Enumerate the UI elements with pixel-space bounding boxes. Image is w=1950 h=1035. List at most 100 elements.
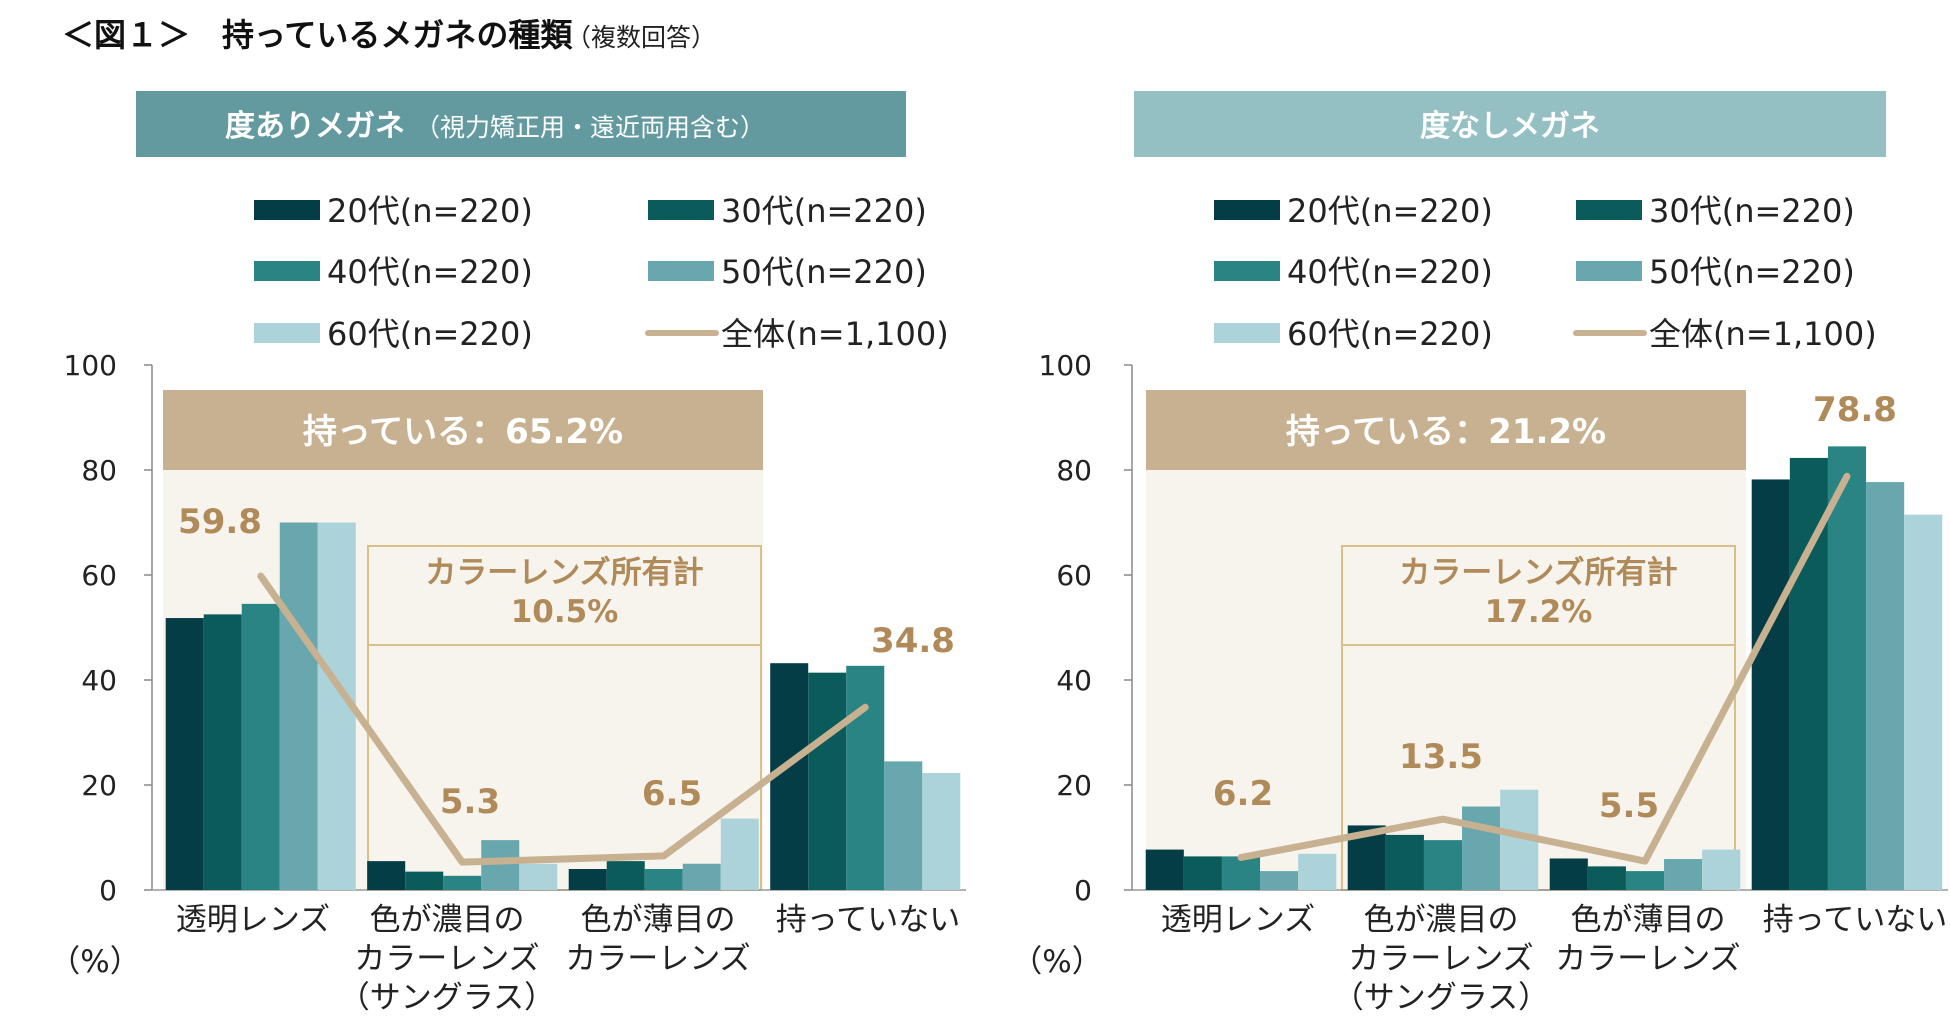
category-label: 透明レンズ: [176, 902, 330, 938]
category-label: （サングラス）: [339, 980, 555, 1016]
legend-swatch: [648, 200, 714, 220]
bar: [846, 665, 885, 890]
bar: [481, 840, 520, 890]
category-label: 色が薄目の: [581, 902, 736, 938]
legend-swatch: [1214, 323, 1280, 343]
legend-label: 60代(n=220): [327, 315, 533, 353]
panel-title: 度なしメガネ: [1420, 109, 1600, 144]
ownership-banner-text: 持っている：65.2%: [303, 412, 623, 452]
total-data-label: 59.8: [178, 502, 262, 542]
category-label: カラーレンズ: [565, 941, 750, 977]
bar: [1385, 834, 1424, 890]
panel-header: [136, 91, 906, 157]
bar: [808, 672, 847, 890]
legend-label: 30代(n=220): [721, 192, 927, 230]
bar: [1664, 859, 1703, 890]
bar: [1423, 840, 1463, 890]
bar: [443, 875, 482, 890]
bar: [1145, 849, 1184, 890]
legend-swatch: [254, 323, 320, 343]
y-tick-label: 80: [81, 454, 117, 487]
total-line: [1237, 472, 1851, 865]
legend-label: 全体(n=1,100): [1649, 315, 1877, 353]
legend-swatch: [254, 200, 320, 220]
panel-subtitle: （視力矯正用・遠近両用含む）: [415, 113, 765, 142]
bar: [1587, 866, 1626, 890]
category-label: カラーレンズ: [1555, 941, 1740, 977]
ownership-banner-text: 持っている：21.2%: [1286, 412, 1606, 452]
panel-prescription-glasses: 度ありメガネ （視力矯正用・遠近両用含む） 20代(n=220) 30代(n=220)…: [49, 91, 966, 1016]
bar: [1702, 849, 1741, 890]
bar: [203, 614, 242, 890]
bar: [1827, 446, 1867, 890]
color-lens-box-label: カラーレンズ所有計: [425, 555, 703, 591]
y-tick-label: 100: [64, 349, 117, 382]
bar: [1183, 856, 1222, 890]
bar: [922, 772, 961, 890]
ownership-banner: [1146, 390, 1746, 470]
panel-non-prescription-glasses: 度なしメガネ 20代(n=220) 30代(n=220) 40代(n=220) 50代(…: [1011, 91, 1948, 1016]
total-data-label: 34.8: [871, 621, 955, 661]
y-tick-label: 60: [1056, 559, 1092, 592]
bar: [1549, 858, 1588, 890]
ownership-highlight-area: [1146, 470, 1746, 890]
bar: [1751, 479, 1790, 890]
category-label: 持っていない: [776, 902, 960, 938]
figure-subtitle: （複数回答）: [566, 23, 716, 52]
panel-title: 度ありメガネ: [225, 109, 405, 144]
bar: [405, 871, 444, 890]
total-data-label: 6.2: [1213, 774, 1273, 814]
bar: [1298, 853, 1337, 890]
bar: [165, 618, 204, 890]
legend-swatch: [1576, 200, 1642, 220]
y-axis-unit: （%）: [1011, 944, 1102, 980]
legend-label: 30代(n=220): [1649, 192, 1855, 230]
y-tick-label: 0: [1074, 874, 1092, 907]
legend-label: 20代(n=220): [327, 192, 533, 230]
y-tick-label: 40: [81, 664, 117, 697]
legend-label: 50代(n=220): [721, 253, 927, 291]
bar: [682, 863, 721, 890]
legend-label: 50代(n=220): [1649, 253, 1855, 291]
total-data-label: 78.8: [1813, 390, 1897, 430]
bar: [1625, 871, 1665, 890]
category-label: 色が濃目の: [1364, 902, 1519, 938]
y-tick-label: 80: [1056, 454, 1092, 487]
y-tick-label: 20: [81, 769, 117, 802]
y-tick-label: 100: [1039, 349, 1092, 382]
total-line: [257, 572, 869, 866]
ownership-banner: [163, 390, 763, 470]
category-label: カラーレンズ: [1348, 941, 1533, 977]
legend-label: 40代(n=220): [327, 253, 533, 291]
category-label: 透明レンズ: [1161, 902, 1315, 938]
bar: [884, 761, 923, 890]
bar: [644, 869, 683, 890]
category-label: 色が濃目の: [370, 902, 525, 938]
total-data-label: 5.3: [440, 782, 500, 822]
legend-label: 20代(n=220): [1287, 192, 1493, 230]
y-tick-label: 0: [99, 874, 117, 907]
legend-label: 全体(n=1,100): [721, 315, 949, 353]
total-data-label: 13.5: [1399, 737, 1483, 777]
bar: [720, 818, 759, 890]
category-label: （サングラス）: [1333, 980, 1549, 1016]
bar: [279, 522, 318, 890]
y-tick-label: 20: [1056, 769, 1092, 802]
color-lens-box-value: 17.2%: [1485, 594, 1593, 630]
color-lens-box-label: カラーレンズ所有計: [1399, 555, 1677, 591]
y-axis-unit: （%）: [49, 944, 140, 980]
legend-swatch: [1214, 200, 1280, 220]
bar: [1904, 514, 1943, 890]
total-data-label: 5.5: [1599, 786, 1659, 826]
bar: [1462, 806, 1501, 890]
legend-swatch: [254, 261, 320, 281]
legend-swatch: [1576, 261, 1642, 281]
legend-swatch: [1214, 261, 1280, 281]
category-label: カラーレンズ: [354, 941, 539, 977]
panel-header: [1134, 91, 1886, 157]
bar: [568, 869, 607, 890]
category-label: 持っていない: [1763, 902, 1947, 938]
legend-label: 40代(n=220): [1287, 253, 1493, 291]
total-data-label: 6.5: [642, 774, 702, 814]
